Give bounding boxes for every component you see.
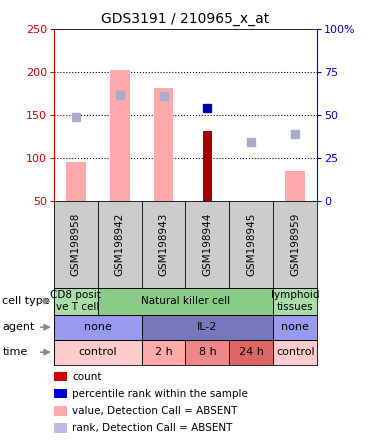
Bar [285,171,305,201]
Text: GSM198942: GSM198942 [115,213,125,276]
Bar [66,163,86,201]
Text: GSM198958: GSM198958 [71,213,81,276]
Text: 2 h: 2 h [155,347,173,357]
Bar [110,70,129,201]
Text: 24 h: 24 h [239,347,264,357]
Text: count: count [72,372,102,382]
Text: 8 h: 8 h [198,347,216,357]
Bar [186,340,229,365]
Text: percentile rank within the sample: percentile rank within the sample [72,389,248,399]
Bar [142,315,273,340]
Text: GSM198959: GSM198959 [290,213,300,276]
Bar [154,88,173,201]
Text: time: time [3,347,28,357]
Text: none: none [84,322,112,332]
Bar [54,288,98,315]
Bar [273,340,317,365]
Bar [142,340,186,365]
Bar [229,340,273,365]
Bar [98,288,273,315]
Bar [203,131,212,201]
Bar [273,288,317,315]
Text: none: none [281,322,309,332]
Text: lymphoid
tissues: lymphoid tissues [271,290,319,312]
Bar [54,315,142,340]
Bar [273,315,317,340]
Text: cell type: cell type [3,296,50,306]
Text: GSM198943: GSM198943 [158,213,168,276]
Bar [54,340,142,365]
Text: control: control [276,347,315,357]
Title: GDS3191 / 210965_x_at: GDS3191 / 210965_x_at [101,12,270,27]
Text: agent: agent [3,322,35,332]
Text: Natural killer cell: Natural killer cell [141,296,230,306]
Text: CD8 posit
ive T cell: CD8 posit ive T cell [50,290,101,312]
Text: GSM198945: GSM198945 [246,213,256,276]
Text: rank, Detection Call = ABSENT: rank, Detection Call = ABSENT [72,423,233,433]
Text: GSM198944: GSM198944 [203,213,213,276]
Text: control: control [78,347,117,357]
Text: value, Detection Call = ABSENT: value, Detection Call = ABSENT [72,406,238,416]
Text: IL-2: IL-2 [197,322,218,332]
